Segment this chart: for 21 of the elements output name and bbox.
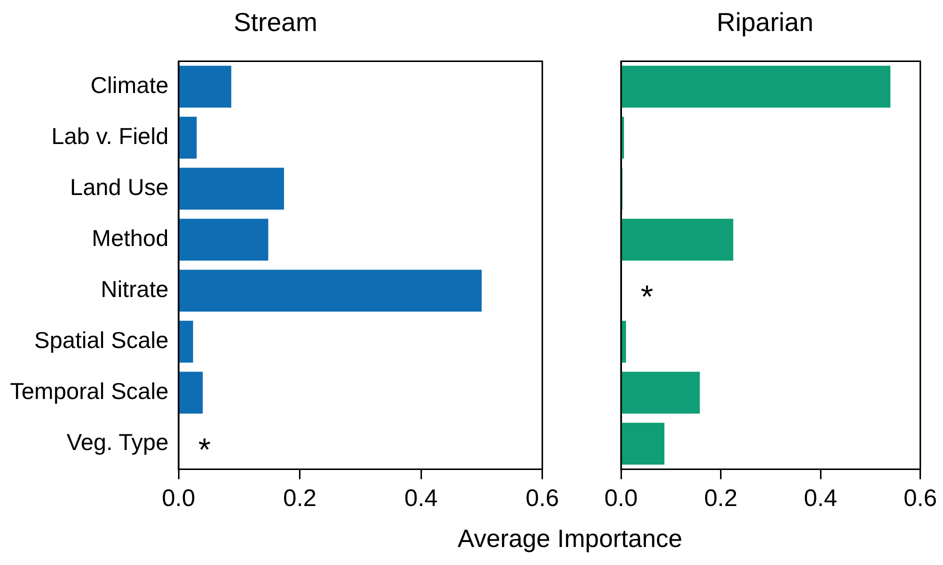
x-tick-label: 0.2	[704, 485, 738, 512]
annotation: *	[640, 278, 654, 315]
x-tick-label: 0.4	[804, 485, 838, 512]
annotation: *	[198, 432, 211, 468]
y-tick-label: Land Use	[70, 174, 169, 200]
x-tick-label: 0.6	[904, 485, 938, 512]
chart-title: Riparian	[716, 6, 814, 37]
chart-title: Stream	[234, 6, 318, 37]
y-tick-label: Veg. Type	[66, 429, 169, 456]
x-axis-title: Average Importance	[456, 525, 684, 554]
x-tick-label: 0.4	[404, 485, 438, 512]
y-tick-label: Lab v. Field	[51, 123, 169, 150]
y-tick-label: Temporal Scale	[10, 378, 169, 404]
x-tick-label: 0.0	[162, 485, 196, 512]
x-tick-label: 0.0	[604, 485, 638, 512]
y-tick-label: Spatial Scale	[34, 327, 169, 354]
y-tick-label: Nitrate	[100, 276, 169, 302]
x-tick-label: 0.2	[283, 485, 316, 512]
y-tick-label: Method	[92, 225, 169, 252]
x-tick-label: 0.6	[526, 485, 560, 512]
y-tick-label: Climate	[90, 72, 169, 98]
